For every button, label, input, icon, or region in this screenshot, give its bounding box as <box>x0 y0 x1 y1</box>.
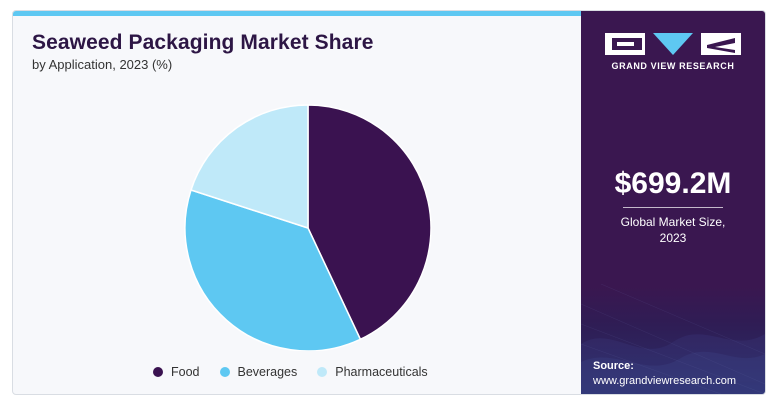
legend-label: Beverages <box>237 365 298 379</box>
market-size-label-line1: Global Market Size, <box>620 215 726 229</box>
decorative-wave <box>581 284 765 394</box>
market-size-label: Global Market Size, 2023 <box>581 214 765 246</box>
chart-legend: Food Beverages Pharmaceuticals <box>153 365 428 379</box>
brand-name: GRAND VIEW RESEARCH <box>611 61 735 71</box>
market-size-label-line2: 2023 <box>659 231 687 245</box>
legend-label: Pharmaceuticals <box>335 365 428 379</box>
chart-panel: Seaweed Packaging Market Share by Applic… <box>13 11 581 394</box>
chart-title: Seaweed Packaging Market Share <box>32 31 374 54</box>
legend-swatch <box>317 367 328 377</box>
gvr-logo-icon <box>605 33 741 55</box>
legend-item-beverages: Beverages <box>219 365 298 379</box>
legend-item-pharmaceuticals: Pharmaceuticals <box>317 365 428 379</box>
legend-swatch <box>153 367 163 377</box>
source-label: Source: <box>593 360 634 372</box>
legend-label: Food <box>171 365 200 379</box>
pie-slice-pharmaceuticals <box>190 104 309 230</box>
accent-bar <box>13 11 581 16</box>
source-link[interactable]: www.grandviewresearch.com <box>593 375 737 387</box>
pie-slice-food <box>307 104 432 341</box>
value-divider <box>623 207 723 208</box>
pie-slice-beverages <box>184 189 362 351</box>
summary-panel: GRAND VIEW RESEARCH $699.2M Global Marke… <box>581 11 765 394</box>
infographic-card: Seaweed Packaging Market Share by Applic… <box>12 10 766 395</box>
legend-item-food: Food <box>153 365 200 379</box>
market-size-value: $699.2M <box>614 167 732 200</box>
chart-subtitle: by Application, 2023 (%) <box>32 57 173 72</box>
legend-swatch <box>219 367 230 377</box>
pie-chart <box>184 104 432 351</box>
